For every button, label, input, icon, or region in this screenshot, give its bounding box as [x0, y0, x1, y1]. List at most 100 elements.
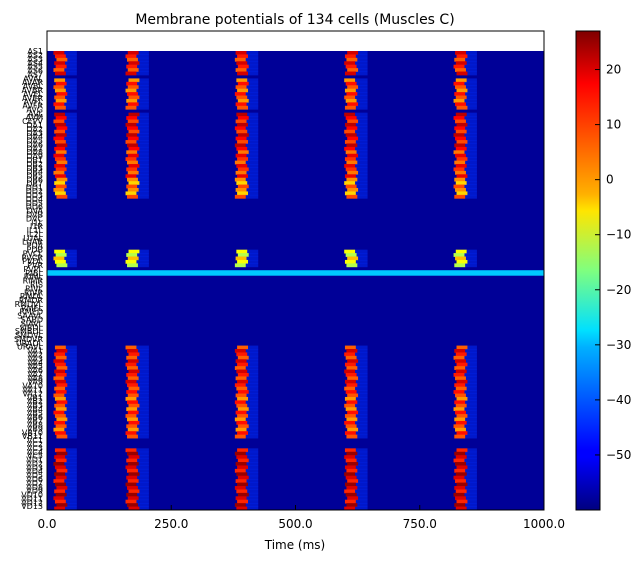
burst-tail — [245, 177, 259, 182]
burst-cell — [128, 403, 140, 408]
burst-tail — [65, 140, 77, 144]
burst-cell — [346, 126, 358, 131]
burst-cell — [237, 362, 249, 367]
burst-cell — [345, 253, 357, 257]
burst-tail — [355, 482, 368, 487]
burst-cell — [53, 136, 65, 141]
burst-cell — [55, 372, 67, 377]
burst-cell — [454, 486, 466, 490]
burst-tail — [137, 475, 149, 480]
burst-cell — [454, 143, 466, 148]
chart-title: Membrane potentials of 134 cells (Muscle… — [135, 12, 454, 28]
burst-tail — [248, 431, 259, 436]
burst-tail — [464, 424, 477, 429]
burst-cell — [54, 352, 66, 357]
burst-cell — [237, 407, 249, 412]
burst-tail — [355, 448, 368, 453]
burst-tail — [355, 362, 368, 367]
y-tick-label: URAVL — [17, 343, 44, 352]
burst-cell — [237, 150, 249, 155]
y-tick-label: DA7 — [26, 144, 43, 153]
burst-cell — [127, 366, 138, 370]
y-tick-label: DB5 — [26, 172, 43, 181]
burst-tail — [356, 355, 368, 360]
burst-tail — [136, 482, 149, 487]
burst-tail — [357, 486, 368, 490]
burst-tail — [464, 475, 477, 480]
burst-cell — [54, 54, 66, 59]
burst-cell — [237, 81, 249, 86]
burst-cell — [55, 133, 67, 138]
burst-cell — [456, 499, 468, 504]
burst-tail — [65, 157, 77, 162]
burst-cell — [128, 352, 140, 357]
burst-cell — [237, 379, 249, 384]
burst-cell — [55, 407, 67, 412]
burst-tail — [465, 417, 477, 422]
burst-cell — [127, 451, 138, 456]
burst-cell — [55, 64, 67, 69]
burst-cell — [235, 496, 247, 501]
burst-tail — [65, 122, 77, 127]
burst-tail — [137, 349, 149, 353]
y-tick-label: RIS — [30, 281, 43, 290]
burst-cell — [125, 431, 137, 436]
burst-cell — [237, 174, 249, 179]
burst-cell — [347, 393, 359, 398]
burst-cell — [127, 153, 139, 158]
burst-tail — [67, 143, 77, 148]
burst-tail — [248, 259, 259, 264]
burst-cell — [344, 181, 356, 185]
burst-cell — [237, 259, 249, 264]
burst-tail — [67, 349, 77, 353]
burst-tail — [465, 143, 477, 148]
burst-cell — [125, 88, 137, 93]
burst-tail — [245, 194, 259, 199]
burst-tail — [137, 407, 149, 412]
burst-tail — [248, 424, 259, 429]
burst-tail — [464, 407, 477, 412]
burst-cell — [453, 372, 465, 377]
burst-cell — [54, 489, 66, 494]
burst-cell — [237, 482, 249, 487]
burst-cell — [55, 492, 67, 497]
burst-cell — [344, 146, 356, 151]
burst-cell — [126, 98, 138, 103]
y-tick-label: AVBR — [22, 86, 44, 95]
y-tick-label: DVA — [27, 207, 44, 216]
y-tick-label: RIML — [24, 273, 44, 282]
y-tick-label: RMDVL — [15, 300, 44, 309]
burst-tail — [248, 345, 259, 350]
burst-tail — [139, 489, 149, 494]
burst-cell — [235, 188, 247, 192]
burst-cell — [237, 88, 249, 93]
burst-cell — [53, 393, 65, 398]
burst-tail — [65, 249, 77, 254]
burst-cell — [455, 256, 466, 261]
y-tick-label: VA3 — [27, 354, 43, 363]
burst-tail — [465, 57, 477, 62]
burst-cell — [346, 160, 358, 165]
burst-cell — [347, 153, 359, 158]
burst-cell — [55, 184, 67, 189]
burst-cell — [127, 160, 138, 165]
burst-cell — [54, 431, 66, 436]
burst-tail — [67, 383, 77, 388]
burst-tail — [247, 489, 259, 494]
burst-tail — [467, 140, 477, 144]
burst-tail — [138, 153, 149, 158]
burst-cell — [237, 372, 249, 377]
burst-tail — [355, 403, 368, 408]
burst-cell — [237, 71, 249, 76]
burst-tail — [467, 465, 477, 470]
burst-tail — [245, 366, 259, 370]
burst-cell — [456, 448, 468, 453]
burst-tail — [64, 153, 77, 158]
burst-tail — [65, 61, 77, 66]
burst-cell — [127, 68, 139, 72]
burst-tail — [137, 184, 149, 189]
burst-cell — [127, 434, 138, 439]
y-tick-label: VD10 — [21, 491, 43, 500]
burst-cell — [125, 448, 137, 453]
burst-cell — [236, 181, 248, 185]
